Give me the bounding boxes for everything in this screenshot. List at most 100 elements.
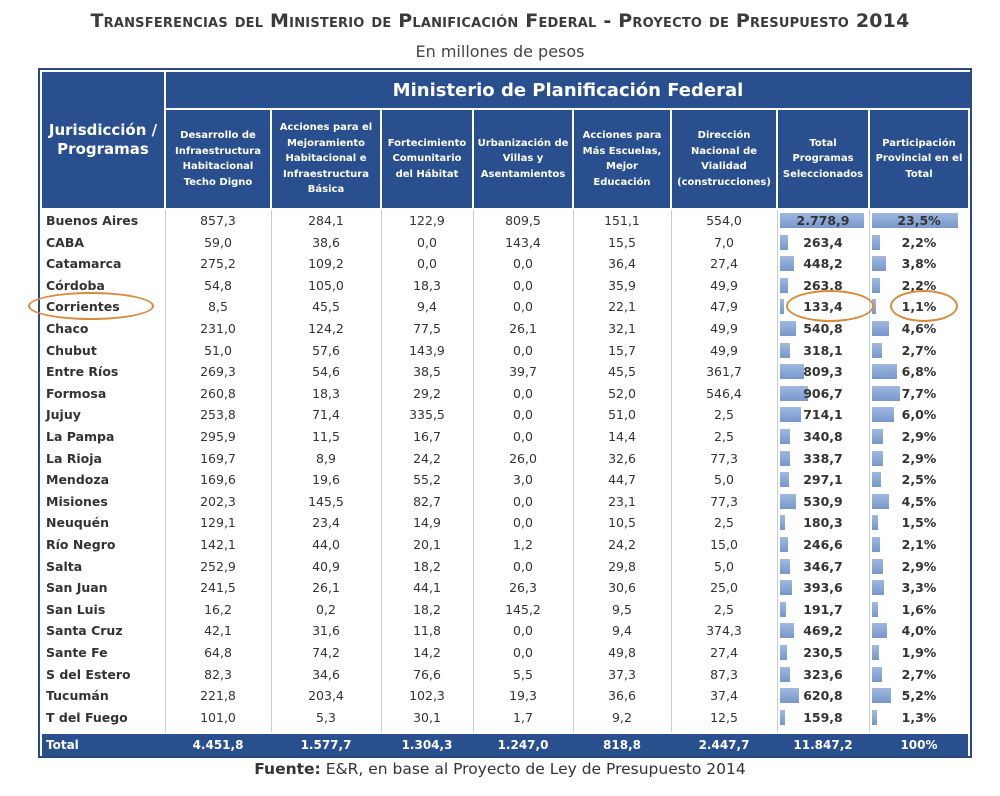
table-row: Mendoza 169,6 19,6 55,2 3,0 44,7 5,0 297,1 2,5% [40, 469, 970, 491]
total-bar [780, 213, 864, 228]
program-value: 9,4 [417, 299, 437, 315]
total-value: 323,6 [803, 666, 843, 682]
program-value: 34,6 [312, 666, 340, 682]
program-value: 22,1 [608, 299, 636, 315]
program-value: 0,0 [513, 299, 533, 315]
share-bar [872, 493, 889, 509]
column-divider [473, 210, 474, 732]
table-row: Neuquén 129,1 23,4 14,9 0,0 10,5 2,5 180,3 1,5% [40, 512, 970, 534]
program-value: 2,5 [714, 429, 734, 444]
program-value: 0,0 [513, 623, 533, 639]
share-bar [872, 472, 882, 488]
share-bar [872, 277, 881, 293]
total-row: Total 4.451,8 1.577,7 1.304,3 1.247,0 81… [42, 734, 968, 756]
program-value: 8,5 [208, 299, 228, 315]
table-row: Catamarca 275,2 109,2 0,0 0,0 36,4 27,4 448,2 3,… [40, 253, 970, 275]
jurisdiction-name: La Rioja [46, 450, 102, 466]
program-value: 45,5 [312, 299, 340, 315]
program-value: 27,4 [710, 645, 738, 660]
share-value: 2,2% [901, 234, 937, 250]
share-bar [872, 364, 898, 380]
total-value: 469,2 [803, 623, 843, 639]
share-bar [872, 407, 895, 423]
share-bar [872, 688, 892, 704]
table-row: Santa Cruz 42,1 31,6 11,8 0,0 9,4 374,3 469,2 4,… [40, 620, 970, 642]
program-value: 30,6 [608, 580, 636, 596]
program-value: 231,0 [200, 321, 236, 336]
program-value: 23,1 [608, 493, 636, 509]
source-note: Fuente: E&R, en base al Proyecto de Ley … [0, 760, 1000, 778]
table-row: CABA 59,0 38,6 0,0 143,4 15,5 7,0 263,4 2,2% [40, 232, 970, 254]
share-value: 4,6% [901, 321, 937, 336]
total-value: 180,3 [803, 515, 843, 531]
program-value: 9,4 [612, 623, 632, 639]
program-value: 24,2 [608, 537, 636, 552]
page-subtitle: En millones de pesos [415, 42, 585, 61]
program-value: 16,2 [204, 601, 232, 617]
total-value: 530,9 [803, 493, 843, 509]
program-value: 11,5 [312, 429, 340, 444]
total-cell: 100% [900, 738, 938, 752]
program-value: 12,5 [710, 709, 738, 725]
program-value: 15,7 [608, 342, 636, 358]
jurisdiction-header: Jurisdicción / Programas [42, 72, 164, 208]
total-bar [780, 623, 795, 639]
program-value: 1,2 [513, 537, 533, 552]
column-divider [165, 210, 166, 732]
total-bar [780, 256, 794, 272]
program-value: 260,8 [200, 385, 236, 401]
program-value: 23,4 [312, 515, 340, 531]
program-value: 82,3 [204, 666, 232, 682]
total-value: 263,4 [803, 234, 843, 250]
program-value: 2,5 [714, 515, 734, 531]
total-value: 230,5 [803, 645, 843, 660]
program-value: 29,8 [608, 558, 636, 574]
table-row: Chaco 231,0 124,2 77,5 26,1 32,1 49,9 540,8 4,6% [40, 318, 970, 340]
program-value: 3,0 [513, 472, 533, 488]
column-header-mejoramiento: Acciones para el Mejoramiento Habitacion… [272, 110, 380, 208]
program-value: 269,3 [200, 364, 236, 380]
total-cell: 1.247,0 [497, 738, 549, 752]
table-row: Buenos Aires 857,3 284,1 122,9 809,5 151,1 554… [40, 210, 970, 232]
program-value: 0,2 [316, 601, 336, 617]
share-bar [872, 429, 883, 444]
program-value: 40,9 [312, 558, 340, 574]
program-value: 82,7 [413, 493, 441, 509]
share-value: 23,5% [897, 213, 941, 228]
total-bar [780, 385, 808, 401]
jurisdiction-name: Mendoza [46, 472, 110, 488]
total-value: 906,7 [803, 385, 843, 401]
program-value: 554,0 [706, 213, 742, 228]
jurisdiction-name: Chaco [46, 321, 89, 336]
program-value: 145,5 [308, 493, 344, 509]
program-value: 145,2 [505, 601, 541, 617]
table-row: Formosa 260,8 18,3 29,2 0,0 52,0 546,4 906,7 7,7… [40, 383, 970, 405]
total-value: 159,8 [803, 709, 843, 725]
share-bar [872, 645, 879, 660]
program-value: 49,9 [710, 277, 738, 293]
table-row: T del Fuego 101,0 5,3 30,1 1,7 9,2 12,5 159,8 1,… [40, 707, 970, 729]
total-value: 2.778,9 [796, 213, 850, 228]
program-value: 26,0 [509, 450, 537, 466]
highlight-oval-share [890, 290, 958, 322]
column-header-urbanizacion: Urbanización de Villas y Asentamientos [474, 110, 572, 208]
share-bar [872, 558, 883, 574]
program-value: 38,5 [413, 364, 441, 380]
program-value: 45,5 [608, 364, 636, 380]
column-divider [381, 210, 382, 732]
table-row: San Juan 241,5 26,1 44,1 26,3 30,6 25,0 393,6 3,… [40, 577, 970, 599]
program-value: 124,2 [308, 321, 344, 336]
program-value: 27,4 [710, 256, 738, 272]
jurisdiction-name: Sante Fe [46, 645, 108, 660]
program-value: 14,9 [413, 515, 441, 531]
jurisdiction-name: Santa Cruz [46, 623, 123, 639]
program-value: 44,1 [413, 580, 441, 596]
program-value: 19,6 [312, 472, 340, 488]
program-value: 0,0 [513, 493, 533, 509]
column-header-participacion: Participación Provincial en el Total [870, 110, 968, 208]
program-value: 203,4 [308, 688, 344, 704]
program-value: 19,3 [509, 688, 537, 704]
program-value: 20,1 [413, 537, 441, 552]
total-bar [780, 493, 797, 509]
program-value: 49,9 [710, 342, 738, 358]
